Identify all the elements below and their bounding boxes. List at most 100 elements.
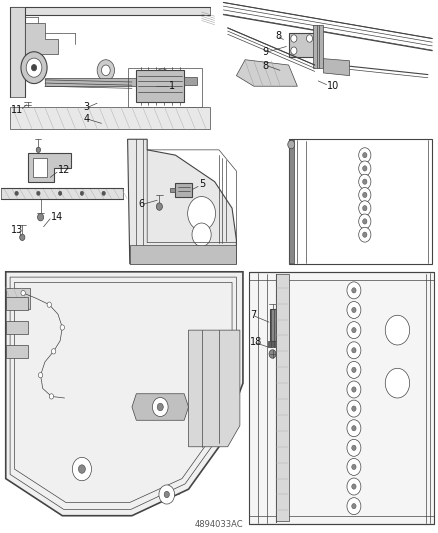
Text: 9: 9 [262,47,268,56]
Circle shape [164,491,170,498]
Circle shape [21,290,25,296]
Text: 13: 13 [11,225,23,236]
Polygon shape [10,108,210,128]
Circle shape [159,485,175,504]
Circle shape [25,108,30,114]
Circle shape [156,203,162,211]
Circle shape [352,367,356,373]
Circle shape [352,425,356,431]
Circle shape [352,387,356,392]
Polygon shape [6,297,28,310]
Circle shape [359,148,371,163]
Circle shape [51,349,56,354]
Text: 7: 7 [251,310,257,320]
Text: 5: 5 [199,179,206,189]
Circle shape [159,75,166,82]
Circle shape [157,403,163,411]
Circle shape [21,52,47,84]
Circle shape [352,484,356,489]
Circle shape [288,140,295,149]
Circle shape [32,64,37,71]
Polygon shape [6,321,28,334]
Text: 14: 14 [51,212,63,222]
Circle shape [36,147,41,152]
Circle shape [347,302,361,318]
Circle shape [347,458,361,475]
Polygon shape [130,245,237,264]
Polygon shape [170,188,176,192]
Polygon shape [276,274,289,521]
Circle shape [102,191,106,196]
Polygon shape [10,7,210,14]
Polygon shape [188,330,240,447]
Circle shape [291,47,297,54]
Circle shape [291,35,297,42]
Circle shape [192,223,211,246]
Circle shape [72,457,92,481]
Text: 3: 3 [83,102,89,112]
Polygon shape [268,341,277,347]
Text: 4894033AC: 4894033AC [194,521,244,529]
Circle shape [60,325,64,330]
Circle shape [352,406,356,411]
Circle shape [352,504,356,509]
Circle shape [347,381,361,398]
Circle shape [352,308,356,313]
Polygon shape [250,272,434,523]
Polygon shape [25,22,58,54]
Text: 8: 8 [262,61,268,71]
Circle shape [80,191,84,196]
Polygon shape [176,183,192,197]
Circle shape [49,394,53,399]
Circle shape [155,69,170,88]
Circle shape [359,161,371,176]
Circle shape [347,439,361,456]
Circle shape [363,179,367,184]
Polygon shape [313,25,323,68]
Circle shape [269,350,276,358]
Circle shape [26,58,42,77]
Polygon shape [6,345,28,358]
Circle shape [38,214,44,221]
Circle shape [102,65,110,76]
Text: 4: 4 [83,114,89,124]
Circle shape [359,214,371,229]
Circle shape [385,316,410,345]
Circle shape [363,152,367,158]
Circle shape [347,498,361,515]
Circle shape [363,219,367,224]
Polygon shape [289,33,315,57]
Polygon shape [1,188,123,199]
Polygon shape [6,272,243,516]
Polygon shape [184,77,197,85]
Polygon shape [136,70,184,102]
Circle shape [359,174,371,189]
Polygon shape [33,158,47,177]
Circle shape [20,234,25,240]
Circle shape [39,373,43,378]
Circle shape [359,227,371,242]
Circle shape [347,342,361,359]
Circle shape [97,60,115,81]
Circle shape [359,188,371,203]
Polygon shape [270,309,276,341]
Text: 1: 1 [169,81,175,91]
Circle shape [352,464,356,470]
Circle shape [347,400,361,417]
Circle shape [363,166,367,171]
Polygon shape [10,7,25,97]
Circle shape [352,327,356,333]
Circle shape [58,191,62,196]
Text: 12: 12 [58,165,71,175]
Text: 10: 10 [327,81,339,91]
Circle shape [187,197,215,230]
Circle shape [352,348,356,353]
Circle shape [347,361,361,378]
Polygon shape [289,140,294,263]
Circle shape [363,232,367,237]
Polygon shape [127,139,237,264]
Text: 6: 6 [138,199,145,209]
Circle shape [152,398,168,417]
Circle shape [363,192,367,198]
Circle shape [359,201,371,216]
